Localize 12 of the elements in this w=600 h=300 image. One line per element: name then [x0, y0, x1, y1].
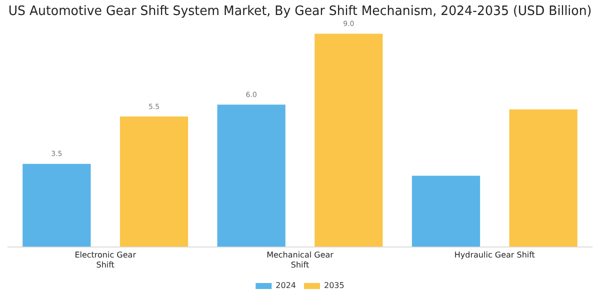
legend-label: 2024: [276, 281, 296, 290]
bar: [509, 109, 578, 247]
bar: [314, 34, 383, 247]
bar: [412, 176, 480, 247]
legend-label: 2035: [324, 281, 344, 290]
bar: [217, 104, 286, 247]
bar: [22, 164, 91, 247]
bar: [120, 116, 188, 247]
x-tick-label: Mechanical Gear Shift: [266, 250, 334, 270]
chart-title: US Automotive Gear Shift System Market, By Gear Shift Mechanism, 2024-2035 (USD Billion): [8, 4, 592, 20]
x-tick-label: Electronic Gear Shift: [74, 250, 137, 270]
x-tick-label: Hydraulic Gear Shift: [454, 250, 535, 260]
